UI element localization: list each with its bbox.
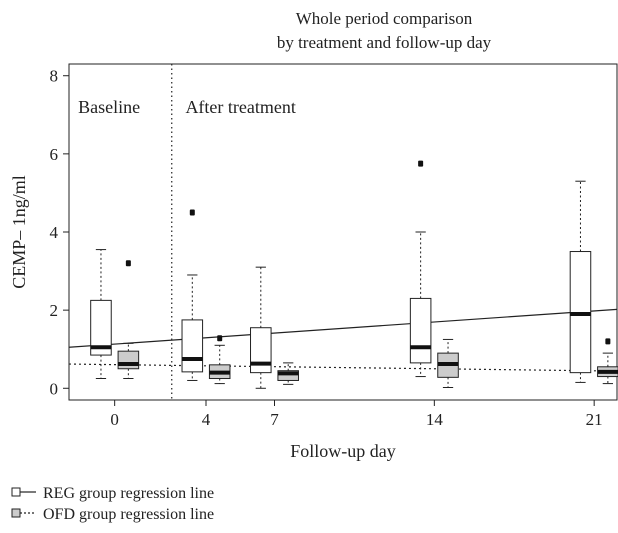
legend-swatch [12,488,20,496]
ofd-box-day-21 [598,338,618,383]
x-axis-title: Follow-up day [290,441,396,461]
y-tick-label: 4 [50,223,59,242]
outlier-point [418,161,423,167]
legend-label: OFD group regression line [43,506,214,523]
legend-item-reg: REG group regression line [12,485,214,502]
reg-box-day-21 [570,181,591,382]
x-axis: 0 4 7 14 21 [110,400,602,429]
region-label-baseline: Baseline [78,97,140,117]
plot-frame [69,64,617,400]
outlier-point [126,260,131,266]
legend-item-ofd: OFD group regression line [12,506,214,523]
box-iqr [118,351,139,369]
chart-title-line-1: Whole period comparison [296,9,473,28]
y-tick-label: 8 [50,67,59,86]
ofd-box-day-0 [118,260,139,378]
outlier-point [190,209,195,215]
y-tick-label: 6 [50,145,59,164]
ofd-box-day-7 [278,363,299,384]
region-labels: Baseline After treatment [78,97,296,117]
ofd-regression-line [69,364,617,371]
x-tick-label: 4 [202,410,211,429]
legend: REG group regression line OFD group regre… [12,485,214,523]
ofd-box-day-4 [209,335,230,383]
outlier-point [605,338,610,344]
box-iqr [410,298,431,362]
region-label-after-treatment: After treatment [185,97,295,117]
x-tick-label: 7 [270,410,279,429]
boxes [91,161,618,389]
y-tick-label: 2 [50,301,59,320]
chart-title-line-2: by treatment and follow-up day [277,33,492,52]
outlier-point [217,335,222,341]
reg-box-day-7 [251,267,272,388]
x-tick-label: 0 [110,410,119,429]
y-axis-title: CEMP– 1ng/ml [9,175,29,289]
ofd-box-day-14 [438,339,459,387]
x-tick-label: 21 [586,410,603,429]
reg-box-day-0 [91,250,112,379]
reg-regression-line [69,309,617,347]
box-iqr [251,328,272,373]
legend-label: REG group regression line [43,485,214,502]
regression-lines [69,309,617,371]
reg-box-day-14 [410,161,431,377]
box-iqr [182,320,203,372]
y-tick-label: 0 [50,379,59,398]
y-axis: 0 2 4 6 8 [50,67,70,399]
reg-box-day-4 [182,209,203,380]
x-tick-label: 14 [426,410,444,429]
legend-swatch [12,509,20,517]
